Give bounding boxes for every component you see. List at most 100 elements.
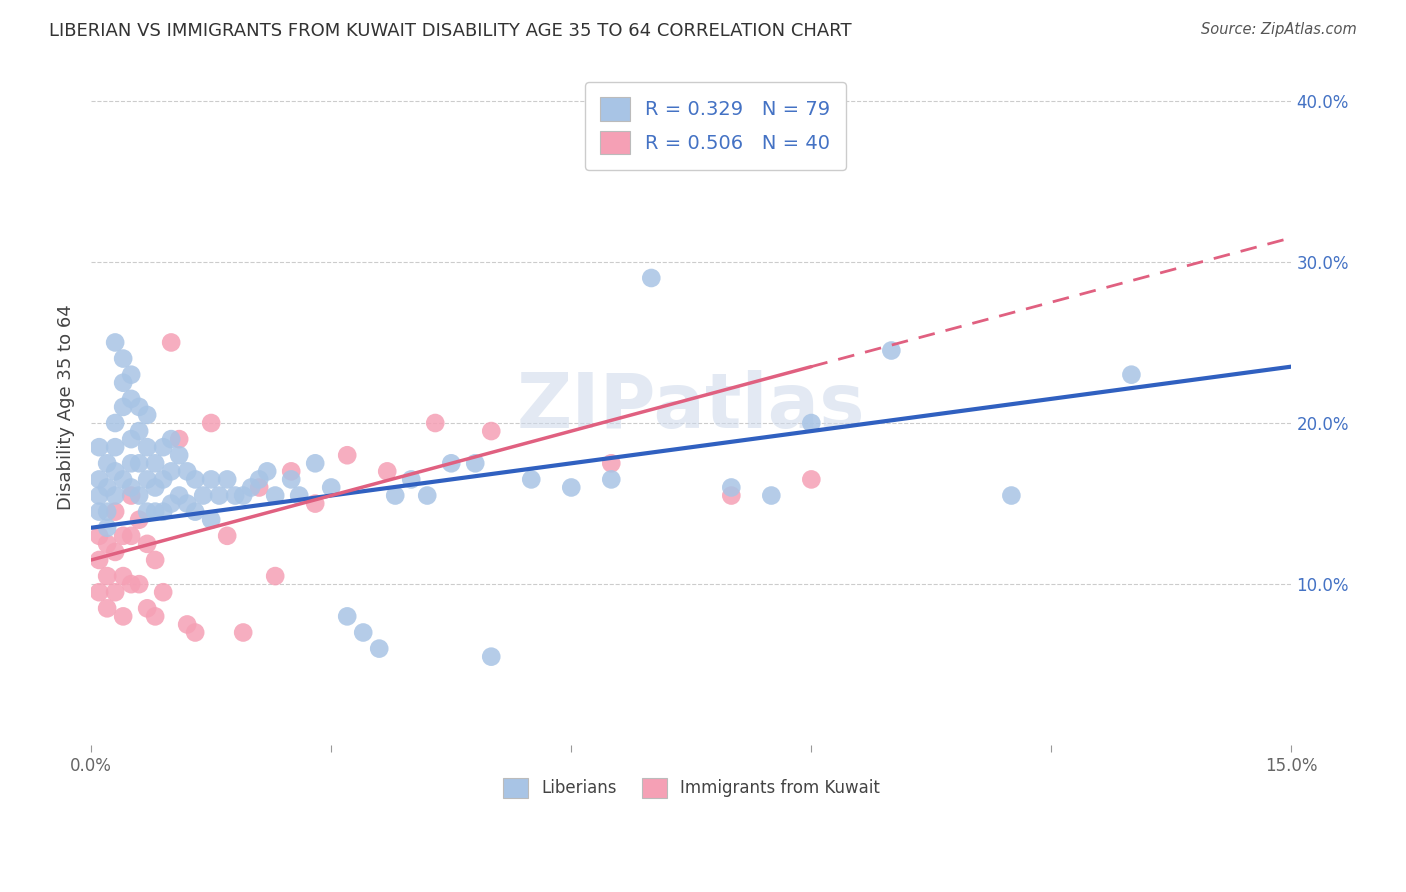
Point [96, 569, 118, 583]
Point [167, 489, 190, 503]
Point [1000, 489, 1022, 503]
Point [176, 464, 198, 478]
Point [120, 489, 142, 503]
Point [416, 489, 439, 503]
Point [425, 416, 447, 430]
Point [479, 649, 502, 664]
Point [120, 368, 142, 382]
Text: Source: ZipAtlas.com: Source: ZipAtlas.com [1201, 22, 1357, 37]
Point [104, 585, 127, 599]
Point [240, 480, 263, 494]
Point [136, 505, 159, 519]
Point [800, 472, 823, 486]
Point [160, 464, 183, 478]
Point [89, 529, 111, 543]
Point [120, 480, 142, 494]
Point [89, 553, 111, 567]
Point [152, 440, 174, 454]
Point [640, 271, 662, 285]
Point [143, 456, 166, 470]
Point [256, 464, 278, 478]
Point [247, 480, 270, 494]
Point [104, 464, 127, 478]
Point [600, 456, 623, 470]
Point [384, 489, 406, 503]
Point [176, 617, 198, 632]
Point [120, 392, 142, 406]
Point [264, 569, 287, 583]
Point [96, 601, 118, 615]
Point [217, 472, 239, 486]
Point [89, 489, 111, 503]
Point [176, 497, 198, 511]
Point [128, 400, 150, 414]
Point [104, 416, 127, 430]
Text: ZIPatlas: ZIPatlas [517, 370, 866, 444]
Point [208, 489, 231, 503]
Point [96, 521, 118, 535]
Legend: Liberians, Immigrants from Kuwait: Liberians, Immigrants from Kuwait [496, 771, 887, 805]
Point [184, 472, 207, 486]
Point [128, 513, 150, 527]
Point [96, 537, 118, 551]
Point [200, 513, 222, 527]
Point [96, 456, 118, 470]
Point [399, 472, 422, 486]
Point [152, 472, 174, 486]
Point [160, 497, 183, 511]
Point [375, 464, 398, 478]
Point [464, 456, 486, 470]
Point [120, 529, 142, 543]
Point [128, 456, 150, 470]
Point [89, 472, 111, 486]
Point [720, 489, 742, 503]
Point [143, 553, 166, 567]
Point [136, 537, 159, 551]
Point [120, 432, 142, 446]
Point [560, 480, 582, 494]
Point [288, 489, 311, 503]
Point [136, 440, 159, 454]
Point [152, 505, 174, 519]
Point [232, 625, 254, 640]
Point [160, 335, 183, 350]
Point [96, 505, 118, 519]
Point [136, 408, 159, 422]
Point [600, 472, 623, 486]
Point [120, 577, 142, 591]
Point [112, 472, 135, 486]
Point [104, 489, 127, 503]
Point [800, 416, 823, 430]
Point [143, 609, 166, 624]
Point [136, 601, 159, 615]
Point [128, 489, 150, 503]
Point [1121, 368, 1143, 382]
Point [89, 505, 111, 519]
Point [368, 641, 391, 656]
Point [160, 432, 183, 446]
Point [193, 489, 215, 503]
Point [89, 440, 111, 454]
Point [143, 505, 166, 519]
Point [200, 416, 222, 430]
Point [104, 545, 127, 559]
Point [104, 335, 127, 350]
Point [247, 472, 270, 486]
Point [304, 497, 326, 511]
Point [96, 480, 118, 494]
Point [200, 472, 222, 486]
Point [336, 609, 359, 624]
Point [880, 343, 903, 358]
Point [143, 480, 166, 494]
Text: LIBERIAN VS IMMIGRANTS FROM KUWAIT DISABILITY AGE 35 TO 64 CORRELATION CHART: LIBERIAN VS IMMIGRANTS FROM KUWAIT DISAB… [49, 22, 852, 40]
Point [112, 400, 135, 414]
Point [112, 376, 135, 390]
Point [104, 505, 127, 519]
Point [336, 448, 359, 462]
Point [280, 472, 302, 486]
Point [120, 456, 142, 470]
Point [112, 351, 135, 366]
Point [264, 489, 287, 503]
Point [520, 472, 543, 486]
Point [128, 424, 150, 438]
